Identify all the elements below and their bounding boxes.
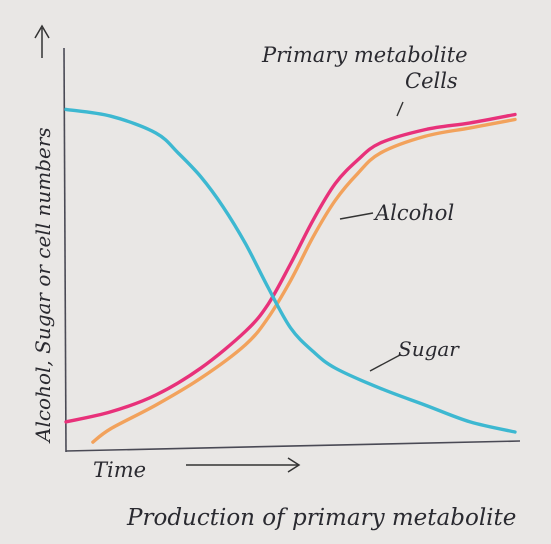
x-axis-label: Time: [93, 458, 146, 482]
series-line-1: [64, 112, 517, 424]
series-layer: [64, 107, 517, 444]
cells-label-line2: Cells: [405, 69, 458, 93]
alcohol-label: Alcohol: [373, 201, 454, 225]
chart-title: Production of primary metabolite: [126, 505, 516, 531]
y-axis-label: Alcohol, Sugar or cell numbers: [31, 127, 55, 444]
x-axis: [65, 440, 521, 452]
sugar-label: Sugar: [398, 337, 460, 361]
y-axis: [63, 47, 67, 453]
y-arrow-head: [34, 24, 50, 39]
cells-label-line1: Primary metabolite: [261, 43, 468, 67]
x-arrow-head: [287, 457, 301, 473]
series-line-2: [91, 117, 517, 444]
alcohol-pointer: [339, 212, 374, 220]
series-line-3: [64, 107, 517, 434]
cells-pointer: [396, 101, 404, 117]
sugar-pointer: [369, 354, 401, 372]
